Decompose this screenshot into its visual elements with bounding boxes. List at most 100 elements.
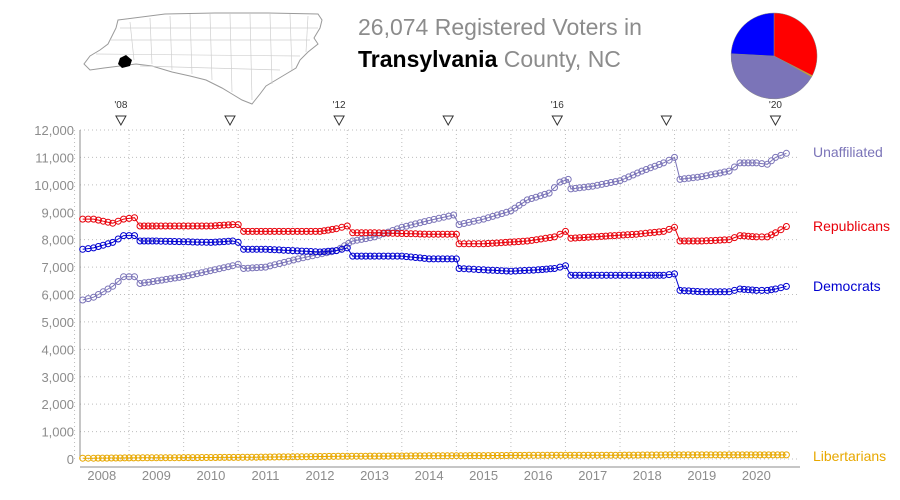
data-point — [774, 451, 782, 459]
data-point — [571, 271, 579, 279]
data-point — [224, 237, 232, 245]
data-point — [398, 252, 406, 260]
data-point — [144, 222, 152, 230]
data-point — [502, 452, 510, 459]
data-point — [744, 286, 752, 294]
data-point — [515, 238, 522, 246]
data-point — [284, 246, 292, 254]
data-point — [488, 239, 496, 247]
data-point — [707, 237, 715, 245]
data-point — [519, 237, 527, 245]
data-point — [134, 454, 142, 462]
data-point — [393, 229, 401, 237]
data-point — [425, 217, 433, 224]
series-republicans: Republicans — [79, 214, 890, 248]
data-point — [632, 230, 640, 238]
data-point — [99, 241, 107, 249]
data-point — [152, 454, 160, 462]
data-point — [443, 452, 451, 460]
data-point — [665, 271, 673, 279]
data-point — [166, 454, 174, 462]
data-point — [680, 237, 688, 245]
data-point — [562, 262, 569, 270]
data-point — [639, 271, 647, 279]
series-label: Libertarians — [813, 448, 886, 464]
data-point — [220, 264, 228, 272]
data-point — [198, 238, 206, 246]
data-point — [748, 286, 756, 294]
data-point — [740, 232, 748, 240]
data-point — [507, 451, 515, 459]
data-point — [121, 454, 129, 462]
x-tick-label: 2017 — [578, 468, 607, 483]
data-point — [475, 216, 483, 224]
data-point — [307, 453, 315, 461]
data-point — [180, 238, 188, 246]
data-point — [430, 230, 438, 238]
y-tick-label: 5,000 — [41, 315, 74, 330]
data-point — [130, 454, 138, 462]
data-point — [507, 267, 515, 275]
data-point — [634, 271, 642, 279]
data-point — [765, 451, 773, 459]
data-point — [721, 168, 728, 176]
data-point — [702, 172, 710, 180]
data-point — [638, 167, 646, 175]
series-label: Democrats — [813, 278, 881, 294]
data-point — [465, 218, 473, 226]
data-point — [521, 267, 528, 274]
data-point — [316, 227, 324, 235]
data-point — [157, 237, 165, 245]
data-point — [571, 451, 578, 459]
data-point — [498, 210, 506, 218]
data-point — [689, 451, 697, 459]
data-point — [145, 278, 153, 286]
data-point — [407, 221, 415, 229]
data-point — [769, 451, 777, 459]
data-point — [643, 451, 651, 459]
data-point — [551, 184, 558, 192]
data-point — [660, 159, 668, 167]
data-point — [767, 231, 775, 239]
data-point — [721, 288, 728, 296]
data-point — [158, 276, 166, 284]
data-point — [290, 256, 297, 264]
y-tick-label: 6,000 — [41, 288, 74, 303]
data-point — [557, 451, 565, 459]
data-point — [629, 171, 637, 179]
data-point — [84, 245, 92, 253]
data-point — [655, 228, 663, 236]
x-tick-label: 2009 — [142, 468, 171, 483]
data-point — [502, 238, 509, 246]
data-point — [248, 453, 256, 461]
data-point — [366, 452, 374, 460]
data-point — [760, 451, 768, 459]
data-point — [320, 248, 328, 256]
data-point — [421, 254, 428, 262]
data-point — [460, 265, 468, 273]
data-point — [328, 247, 336, 255]
data-point — [240, 265, 248, 272]
data-point — [198, 222, 206, 230]
data-point — [602, 232, 610, 240]
data-point — [652, 271, 659, 279]
data-point — [99, 217, 107, 225]
data-point — [484, 214, 492, 222]
data-point — [266, 227, 274, 235]
data-point — [460, 220, 468, 227]
data-point — [240, 245, 248, 253]
data-point — [647, 164, 654, 172]
x-tick-label: 2019 — [687, 468, 716, 483]
data-point — [107, 454, 115, 462]
data-point — [516, 451, 524, 459]
data-point — [452, 255, 460, 263]
y-tick-label: 8,000 — [41, 233, 74, 248]
data-point — [763, 286, 771, 294]
data-point — [358, 252, 365, 260]
data-point — [430, 452, 438, 460]
data-point — [546, 234, 554, 242]
data-point — [271, 453, 278, 461]
election-marker-icon — [769, 115, 782, 127]
data-point — [384, 252, 392, 260]
data-point — [502, 267, 510, 275]
